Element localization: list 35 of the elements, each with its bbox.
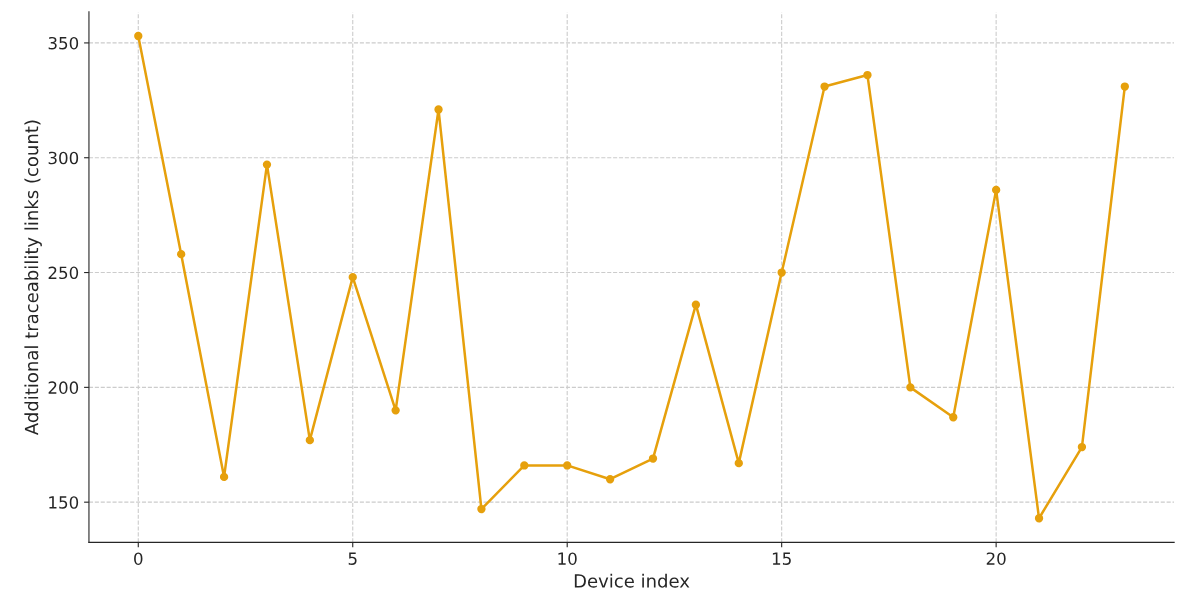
point [1034,514,1044,523]
point [391,406,400,415]
point [863,70,872,80]
x-tick-label: 0 [134,552,143,565]
y-tick-label: 250 [48,266,79,280]
point [648,454,658,463]
y-tick-label: 300 [48,151,79,165]
point [219,472,229,482]
point [949,413,958,422]
point [1120,82,1129,91]
point [477,504,486,514]
point [520,461,529,470]
y-tick-label: 150 [49,496,79,509]
point [134,31,143,41]
x-axis-title: Device index [574,573,690,588]
point [777,268,786,277]
x-tick-label: 10 [558,552,577,565]
point [820,82,829,91]
y-tick-label: 350 [48,36,79,50]
y-axis-title: Additional traceability links (count) [24,120,42,436]
point [563,461,572,470]
point [177,250,186,259]
point [262,160,272,169]
point [305,436,315,445]
x-tick-label: 5 [348,552,357,565]
point [348,272,357,282]
point [1077,442,1087,452]
point [734,458,743,468]
point [691,300,701,309]
y-tick-label: 200 [48,381,79,394]
point [906,383,915,392]
x-tick-label: 20 [986,552,1006,565]
x-tick-label: 15 [772,552,791,565]
point [605,475,615,484]
point [991,185,1001,195]
